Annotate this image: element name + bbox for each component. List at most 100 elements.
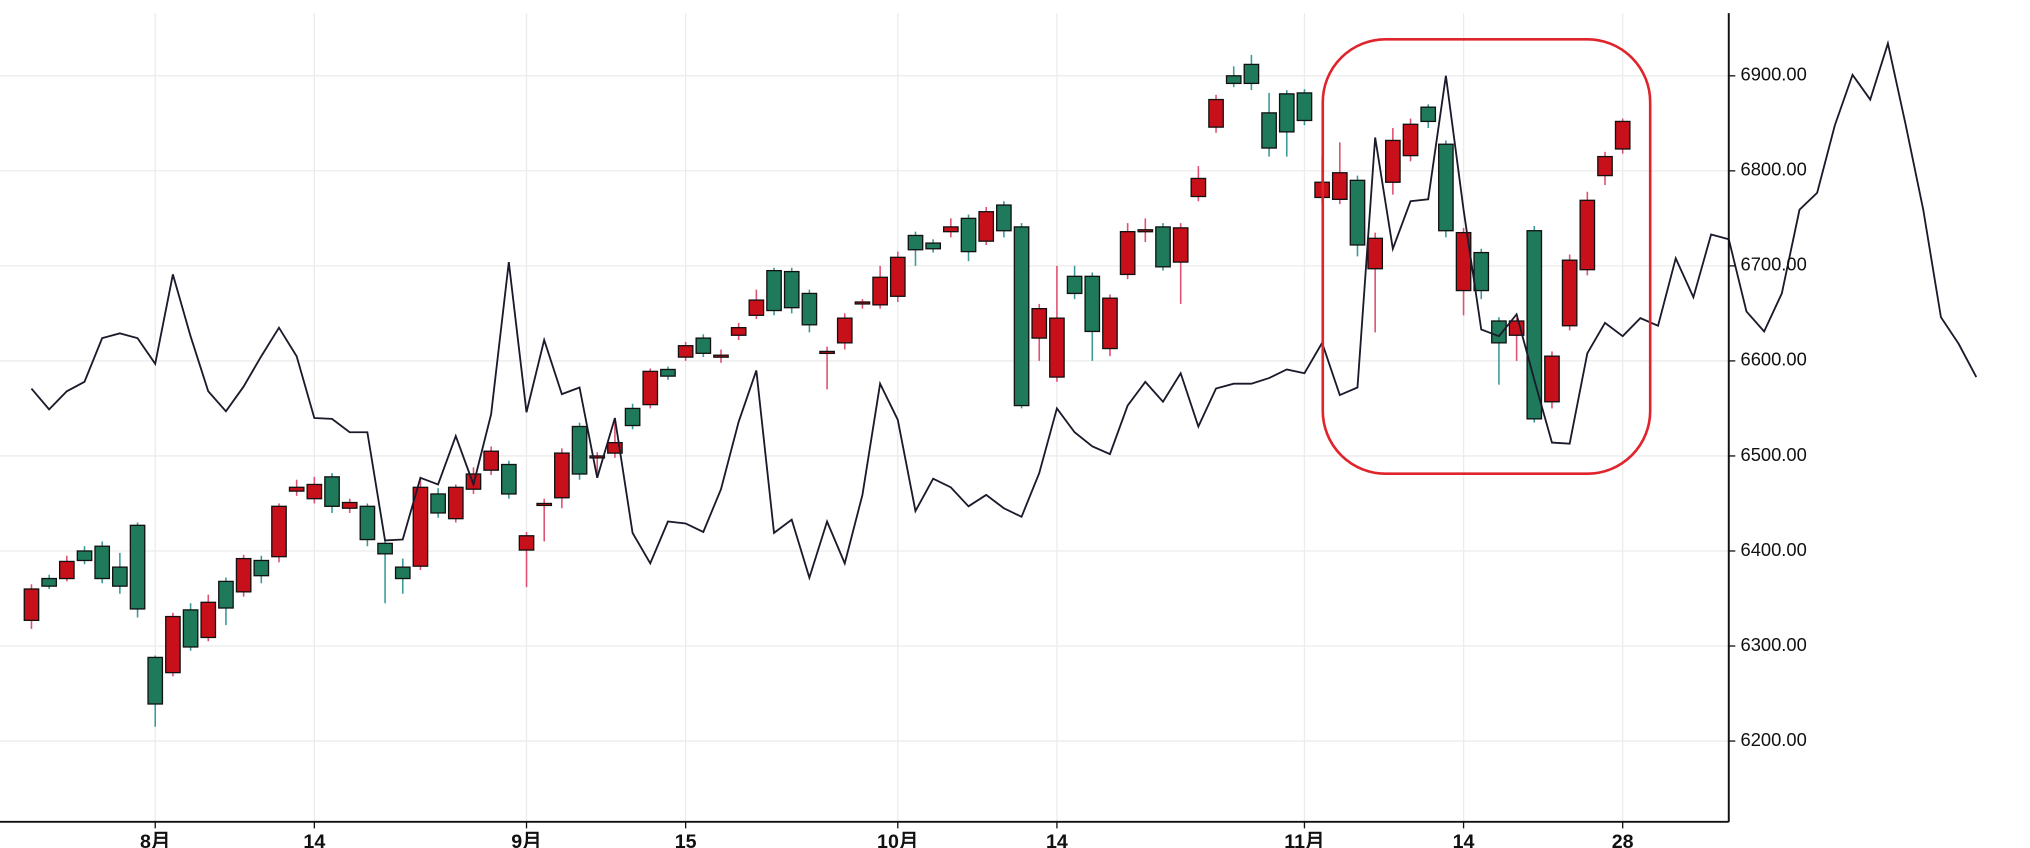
- candle-body: [1208, 98, 1224, 128]
- candle-body: [359, 505, 376, 541]
- candle-body: [218, 580, 234, 609]
- candle-body: [1402, 123, 1419, 157]
- candle-body: [182, 609, 199, 648]
- candle-body: [1084, 275, 1101, 333]
- y-tick-label: 6400.00: [1741, 539, 1807, 560]
- candle-body: [1491, 320, 1507, 344]
- candle-body: [288, 486, 305, 492]
- candle-body: [200, 601, 217, 639]
- candle-body: [536, 502, 553, 507]
- candle-body: [1049, 317, 1065, 378]
- candle-body: [430, 493, 446, 514]
- y-tick-label: 6300.00: [1741, 634, 1807, 655]
- candle-body: [1473, 251, 1490, 292]
- candle-body: [377, 542, 393, 555]
- x-tick-label: 28: [1612, 831, 1634, 848]
- y-tick-label: 6900.00: [1741, 64, 1807, 85]
- y-tick-label: 6800.00: [1741, 159, 1807, 180]
- highlight-box: [1321, 37, 1652, 476]
- candle-body: [41, 577, 58, 587]
- candle-body: [1155, 226, 1171, 268]
- candle-body: [1561, 259, 1578, 327]
- labels: 6200.00 6300.00 6400.00 6500.00 6600.00 6700.…: [140, 64, 1807, 848]
- candle-body: [589, 455, 606, 459]
- candle-body: [147, 656, 164, 705]
- candle-body: [730, 326, 747, 336]
- y-tick-label: 6700.00: [1741, 254, 1807, 275]
- candle-body: [165, 615, 181, 674]
- candle-body: [1013, 226, 1030, 407]
- candle-body: [1579, 199, 1596, 271]
- candle-body: [271, 505, 287, 558]
- candle-body: [978, 211, 995, 242]
- candle-body: [783, 270, 800, 309]
- candle-body: [447, 486, 464, 520]
- candle-body: [1296, 92, 1313, 122]
- candle-body: [324, 476, 340, 507]
- candle-body: [1349, 179, 1366, 246]
- candle-body: [695, 337, 712, 354]
- candle-body: [76, 550, 93, 562]
- candle-body: [677, 345, 694, 358]
- x-tick-label: 15: [675, 831, 697, 848]
- candle-body: [1137, 229, 1154, 233]
- candle-body: [801, 292, 818, 326]
- candle-body: [942, 226, 959, 233]
- candle-body: [642, 370, 659, 406]
- marks: [23, 39, 1978, 727]
- candle-body: [1384, 139, 1401, 183]
- candle-body: [253, 559, 270, 577]
- candle-body: [571, 425, 588, 475]
- candle-body: [1102, 297, 1118, 350]
- candle-body: [518, 535, 535, 551]
- candle-body: [1172, 227, 1189, 263]
- candle-body: [1544, 355, 1560, 403]
- candle-body: [713, 354, 729, 358]
- overlay-line: [30, 39, 1978, 581]
- candle-body: [1526, 230, 1543, 420]
- y-tick-label: 6600.00: [1741, 349, 1807, 370]
- candle-body: [1066, 275, 1083, 295]
- x-tick-label: 14: [1453, 831, 1475, 848]
- candle-body: [394, 566, 411, 580]
- candle-body: [889, 256, 906, 297]
- x-tick-label: 10月: [877, 831, 918, 848]
- candle-body: [960, 217, 977, 253]
- candle-body: [341, 501, 358, 509]
- candle-body: [1190, 177, 1207, 198]
- y-tick-label: 6500.00: [1741, 444, 1807, 465]
- candle-body: [819, 350, 835, 355]
- candle-body: [766, 269, 782, 312]
- candle-body: [94, 545, 111, 580]
- candle-body: [996, 204, 1012, 232]
- candle-body: [1278, 93, 1295, 133]
- x-tick-label: 11月: [1284, 831, 1324, 848]
- candle-body: [1420, 106, 1437, 123]
- candle-body: [854, 301, 871, 305]
- candle-body: [129, 524, 146, 610]
- x-tick-label: 8月: [140, 831, 171, 848]
- grid: [0, 13, 1729, 822]
- x-tick-label: 14: [303, 831, 325, 848]
- candle-body: [112, 566, 128, 587]
- x-tick-label: 14: [1046, 831, 1068, 848]
- candle-body: [500, 463, 517, 495]
- candle-body: [483, 450, 500, 471]
- candle-body: [1031, 307, 1048, 339]
- candle-body: [836, 317, 853, 344]
- candle-body: [306, 483, 323, 500]
- y-tick-label: 6200.00: [1741, 729, 1807, 750]
- candle-body: [607, 441, 623, 454]
- candle-body: [1367, 237, 1384, 270]
- candle-body: [1614, 120, 1631, 150]
- candle-body: [925, 242, 942, 250]
- candle-body: [1243, 63, 1260, 85]
- candle-body: [23, 588, 40, 622]
- candle-body: [660, 368, 676, 377]
- candle-body: [1225, 75, 1242, 85]
- candle-body: [624, 407, 641, 427]
- candle-body: [907, 234, 924, 251]
- candle-body: [235, 557, 252, 593]
